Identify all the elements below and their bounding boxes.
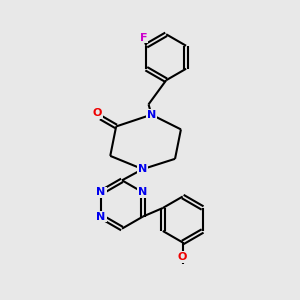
Text: N: N — [138, 188, 148, 197]
Text: F: F — [140, 32, 147, 43]
Text: O: O — [93, 108, 102, 118]
Text: N: N — [97, 188, 106, 197]
Text: N: N — [97, 212, 106, 221]
Text: N: N — [147, 110, 156, 120]
Text: N: N — [138, 164, 147, 174]
Text: O: O — [178, 252, 188, 262]
